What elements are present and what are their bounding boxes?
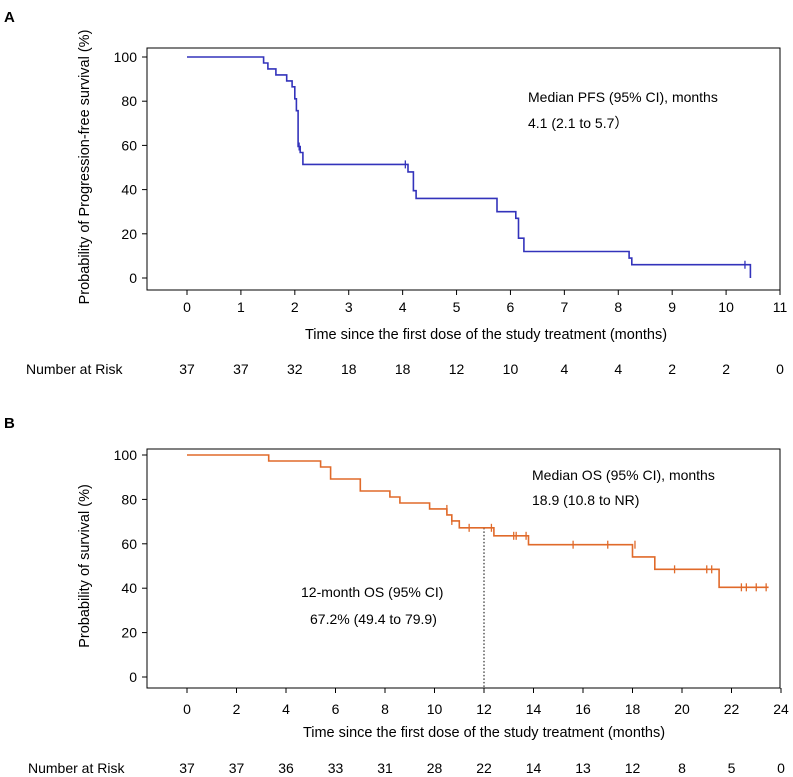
panel-b-12-month-os-label: 12-month OS (95% CI): [301, 584, 443, 600]
panel-a-survival-curve: [187, 56, 752, 278]
panel-b-y-tick-label: 80: [121, 491, 137, 507]
panel-a-x-tick-label: 1: [237, 299, 245, 315]
panel-a-risk-value: 12: [449, 361, 465, 377]
panel-a-x-tick-label: 2: [291, 299, 299, 315]
panel-b-risk-value: 31: [377, 760, 393, 776]
panel-a-y-tick-label: 60: [121, 137, 137, 153]
panel-a-y-axis-title: Probability of Progression-free survival…: [77, 30, 93, 305]
panel-a-risk-value: 37: [179, 361, 195, 377]
panel-b-risk-value: 22: [476, 760, 492, 776]
panel-a-risk-value: 10: [503, 361, 519, 377]
panel-a-x-tick-label: 8: [614, 299, 622, 315]
panel-a-x-tick-label: 7: [560, 299, 568, 315]
panel-b-risk-value: 37: [229, 760, 245, 776]
panel-b-x-tick-label: 18: [625, 701, 641, 717]
panel-b-x-tick-label: 2: [233, 701, 241, 717]
panel-a-y-tick-label: 40: [121, 182, 137, 198]
panel-a-risk-value: 2: [668, 361, 676, 377]
panel-b-y-tick-label: 60: [121, 536, 137, 552]
panel-b-y-tick-label: 20: [121, 625, 137, 641]
panel-b-risk-value: 0: [777, 760, 785, 776]
panel-b-y-axis-title: Probability of survival (%): [77, 484, 93, 648]
panel-a-x-tick-label: 9: [668, 299, 676, 315]
panel-b-median-os-label: Median OS (95% CI), months: [532, 467, 715, 483]
panel-b-risk-value: 33: [328, 760, 344, 776]
panel-a-x-tick-label: 3: [345, 299, 353, 315]
panel-b-x-tick-label: 4: [282, 701, 290, 717]
panel-a-risk-value: 0: [776, 361, 784, 377]
panel-b-x-tick-label: 20: [674, 701, 690, 717]
panel-a-risk-value: 4: [614, 361, 622, 377]
panel-b-risk-value: 5: [728, 760, 736, 776]
panel-b-number-at-risk-label: Number at Risk: [28, 760, 125, 776]
panel-b-x-tick-label: 12: [476, 701, 492, 717]
panel-a-x-tick-label: 6: [507, 299, 515, 315]
panel-b-12-month-os-value: 67.2% (49.4 to 79.9): [310, 611, 437, 627]
panel-b-risk-value: 8: [678, 760, 686, 776]
panel-a-y-tick-label: 100: [114, 49, 138, 65]
panel-a-plot-frame: [146, 47, 781, 291]
panel-b-x-tick-label: 16: [575, 701, 591, 717]
panel-a-x-tick-label: 4: [399, 299, 407, 315]
panel-a-median-pfs-label: Median PFS (95% CI), months: [528, 89, 718, 105]
panel-a-x-tick-label: 10: [718, 299, 734, 315]
panel-b-risk-value: 12: [625, 760, 641, 776]
panel-b-x-tick-label: 8: [381, 701, 389, 717]
panel-b-label: B: [4, 415, 15, 432]
panel-a-pfs-chart: A Probability of Progression-free surviv…: [4, 9, 787, 377]
panel-a-number-at-risk-label: Number at Risk: [26, 361, 123, 377]
panel-a-risk-value: 37: [233, 361, 249, 377]
panel-b-x-tick-label: 22: [724, 701, 740, 717]
panel-a-risk-value: 4: [560, 361, 568, 377]
panel-b-y-tick-label: 100: [114, 447, 138, 463]
panel-a-x-axis-title: Time since the first dose of the study t…: [305, 327, 667, 343]
panel-a-x-tick-label: 5: [453, 299, 461, 315]
panel-a-label: A: [4, 9, 15, 26]
panel-a-risk-value: 32: [287, 361, 303, 377]
panel-a-x-tick-label: 0: [183, 299, 191, 315]
panel-b-x-tick-label: 24: [773, 701, 789, 717]
panel-b-x-tick-label: 10: [427, 701, 443, 717]
panel-a-y-tick-label: 80: [121, 93, 137, 109]
panel-a-risk-value: 18: [395, 361, 411, 377]
panel-a-risk-value: 18: [341, 361, 357, 377]
panel-a-median-pfs-value: 4.1 (2.1 to 5.7）: [528, 115, 628, 131]
panel-b-median-os-value: 18.9 (10.8 to NR): [532, 492, 639, 508]
panel-b-risk-value: 28: [427, 760, 443, 776]
panel-b-risk-value: 37: [179, 760, 195, 776]
panel-b-x-tick-label: 6: [332, 701, 340, 717]
panel-b-x-tick-label: 14: [526, 701, 542, 717]
panel-a-risk-value: 2: [722, 361, 730, 377]
panel-b-risk-value: 36: [278, 760, 294, 776]
panel-a-y-tick-label: 20: [121, 226, 137, 242]
panel-b-os-chart: B Probability of survival (%) Time since…: [4, 415, 789, 776]
panel-a-y-tick-label: 0: [129, 270, 137, 286]
panel-b-risk-value: 14: [526, 760, 542, 776]
panel-a-x-tick-label: 11: [773, 299, 788, 315]
panel-b-x-axis-title: Time since the first dose of the study t…: [303, 725, 665, 741]
panel-b-y-tick-label: 40: [121, 580, 137, 596]
panel-b-risk-value: 13: [575, 760, 591, 776]
panel-b-x-tick-label: 0: [183, 701, 191, 717]
panel-b-y-tick-label: 0: [129, 669, 137, 685]
panel-b-plot-frame: [146, 448, 781, 689]
